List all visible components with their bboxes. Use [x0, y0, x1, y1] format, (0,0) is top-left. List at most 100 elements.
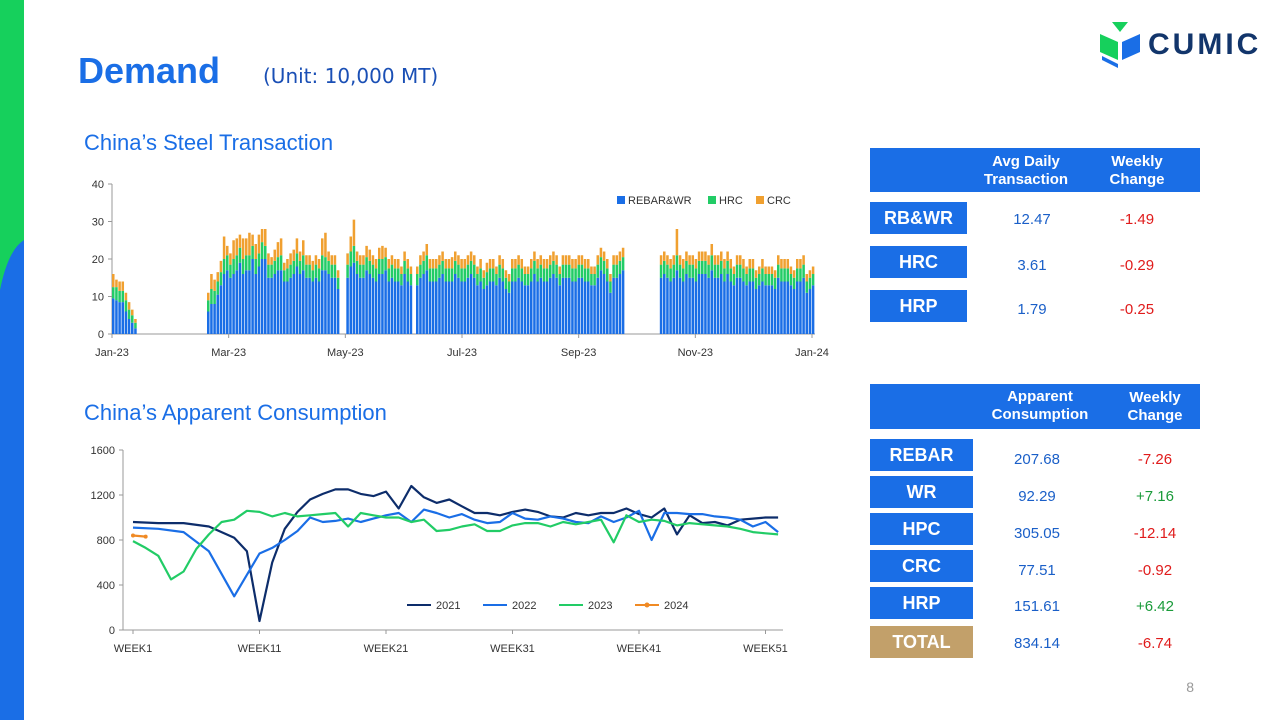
- bar-rebarwr: [403, 274, 406, 334]
- bar-crc: [558, 266, 562, 274]
- bar-rebarwr: [134, 328, 137, 335]
- bar-rebarwr: [441, 274, 444, 334]
- bar-crc: [520, 259, 524, 269]
- bar-crc: [416, 266, 419, 274]
- x-tick-label: Jan-24: [795, 347, 829, 359]
- row-label-crc: CRC: [870, 550, 973, 582]
- bar-hrc: [488, 268, 492, 282]
- legend-swatch: [617, 196, 625, 204]
- bar-crc: [767, 266, 771, 274]
- bar-crc: [697, 251, 701, 261]
- bar-crc: [359, 255, 362, 265]
- bar-hrc: [311, 270, 315, 282]
- x-tick-label: Jan-23: [95, 347, 129, 359]
- row-change-wr: +7.16: [1136, 488, 1174, 505]
- bar-rebarwr: [514, 281, 517, 334]
- bar-hrc: [577, 264, 581, 278]
- bar-crc: [542, 259, 546, 269]
- bar-hrc: [770, 274, 774, 286]
- bar-rebarwr: [324, 270, 327, 334]
- bar-hrc: [583, 268, 587, 282]
- bar-crc: [118, 281, 121, 291]
- bar-hrc: [520, 268, 524, 282]
- bar-crc: [770, 266, 774, 274]
- bar-rebarwr: [378, 274, 381, 334]
- bar-rebarwr: [245, 270, 248, 334]
- bar-rebarwr: [669, 281, 672, 334]
- bar-crc: [514, 259, 517, 269]
- bar-rebarwr: [685, 274, 688, 334]
- series-point-2024: [143, 534, 148, 539]
- bar-hrc: [555, 264, 558, 278]
- bar-hrc: [659, 264, 663, 278]
- apparent-consumption-chart: 0 400 800 1200 1600 WEEK1 WEEK11 WEEK21 WEEK31 WE…: [91, 445, 788, 655]
- bar-rebarwr: [492, 281, 495, 334]
- bar-crc: [444, 259, 448, 269]
- legend-swatch: [756, 196, 764, 204]
- bar-rebarwr: [742, 281, 745, 334]
- bar-crc: [308, 255, 311, 265]
- bar-hrc: [210, 289, 213, 304]
- bar-hrc: [704, 260, 707, 275]
- bar-hrc: [615, 264, 619, 278]
- cumic-leaf-icon: [1100, 22, 1140, 68]
- y-tick-label: 30: [92, 217, 104, 229]
- bar-crc: [773, 270, 777, 278]
- legend-label: HRC: [719, 195, 743, 207]
- bar-rebarwr: [327, 274, 330, 334]
- bar-hrc: [241, 259, 245, 274]
- bar-crc: [564, 255, 568, 265]
- bar-hrc: [574, 268, 577, 282]
- bar-crc: [612, 255, 615, 265]
- bar-rebarwr: [666, 277, 669, 334]
- bar-crc: [469, 251, 473, 261]
- bar-hrc: [216, 281, 220, 295]
- bar-rebarwr: [754, 289, 758, 334]
- bar-rebarwr: [314, 277, 318, 334]
- bar-hrc: [295, 253, 299, 267]
- bar-hrc: [381, 259, 384, 274]
- bar-rebarwr: [517, 277, 520, 334]
- bar-rebarwr: [115, 300, 118, 334]
- bar-hrc: [526, 274, 530, 286]
- bar-hrc: [767, 274, 771, 286]
- bar-hrc: [371, 264, 375, 278]
- bar-crc: [438, 255, 441, 265]
- bar-hrc: [479, 268, 482, 282]
- bar-crc: [498, 255, 501, 265]
- bar-hrc: [476, 274, 479, 286]
- bar-hrc: [571, 268, 574, 282]
- bar-rebarwr: [450, 281, 454, 334]
- transaction-table: Avg Daily Transaction Weekly Change RB&W…: [870, 148, 1200, 328]
- consumption-chart-title: China’s Apparent Consumption: [84, 400, 387, 425]
- bar-crc: [419, 255, 422, 265]
- bar-rebarwr: [466, 277, 470, 334]
- bar-crc: [431, 259, 435, 269]
- bar-rebarwr: [460, 281, 463, 334]
- bar-hrc: [273, 260, 277, 275]
- bar-rebarwr: [716, 277, 720, 334]
- bar-rebarwr: [336, 289, 340, 334]
- x-tick-label: WEEK51: [743, 643, 788, 655]
- bar-crc: [729, 259, 733, 269]
- x-tick-label: Nov-23: [678, 347, 713, 359]
- bar-hrc: [710, 255, 714, 271]
- bar-hrc: [222, 259, 226, 274]
- bar-rebarwr: [387, 281, 391, 334]
- bar-hrc: [374, 268, 378, 282]
- page-number: 8: [1186, 679, 1194, 695]
- bar-crc: [124, 292, 128, 301]
- bar-rebarwr: [349, 266, 353, 334]
- bar-rebarwr: [802, 277, 805, 334]
- bar-hrc: [552, 260, 555, 275]
- bar-crc: [463, 259, 467, 269]
- bar-crc: [735, 255, 739, 265]
- bar-rebarwr: [435, 281, 438, 334]
- row-change-total: -6.74: [1137, 635, 1173, 652]
- bar-rebarwr: [469, 274, 473, 334]
- steel-transaction-chart: 0 10 20 30 40 Jan-23 Mar-23 May-23 Jul-23 Sep-23 N…: [92, 179, 829, 359]
- bar-rebarwr: [400, 285, 403, 334]
- bar-rebarwr: [213, 304, 216, 334]
- bar-hrc: [564, 264, 568, 278]
- x-tick-label: WEEK41: [617, 643, 662, 655]
